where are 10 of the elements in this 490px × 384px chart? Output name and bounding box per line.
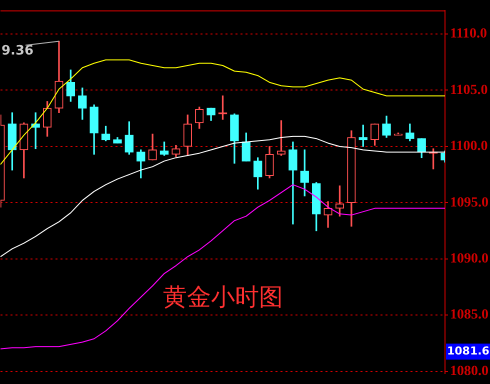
text: 1081.6 (447, 344, 490, 358)
y-tick-label: 1105.0 (450, 82, 488, 98)
y-tick-label: 1080.0 (450, 364, 488, 379)
y-tick-label: 1090.0 (450, 252, 488, 267)
y-tick-label: 1095.0 (450, 195, 488, 210)
annotation: 9.36 (2, 44, 34, 59)
y-tick-label: 1100.0 (450, 139, 488, 154)
y-tick-label: 1110.0 (450, 26, 487, 42)
text: 黄金小时图 (162, 284, 283, 311)
y-tick-label: 1085.0 (450, 308, 488, 323)
